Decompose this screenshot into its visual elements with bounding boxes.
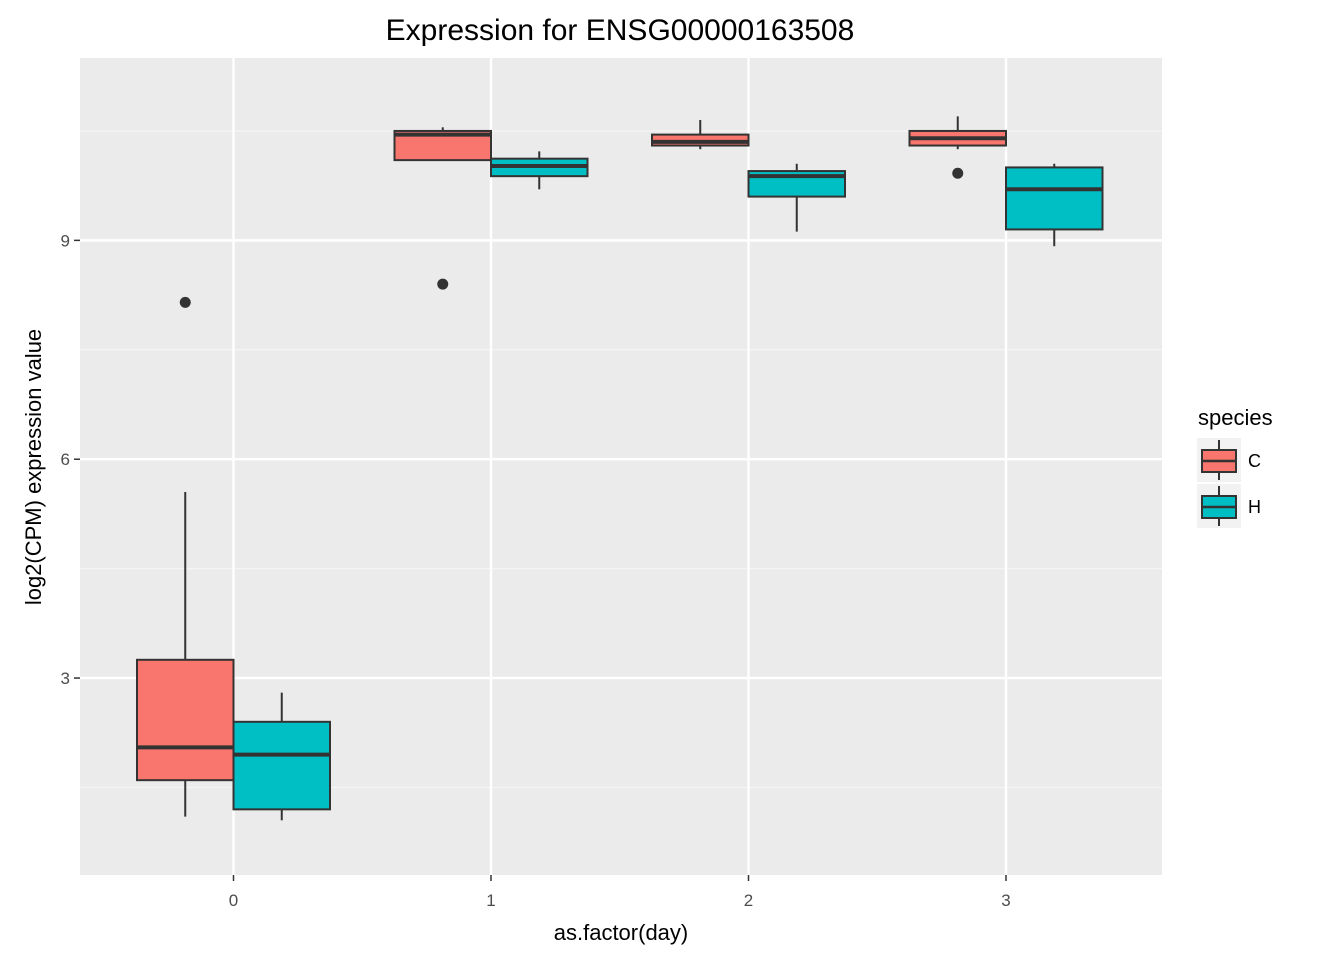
axis-layer: 3 6 9 0 1 2 3 — [61, 231, 1011, 910]
box-H-day-0 — [232, 692, 331, 821]
box-body — [136, 658, 235, 782]
box-body — [1005, 166, 1104, 231]
chart-title: Expression for ENSG00000163508 — [386, 14, 855, 47]
legend-title: species — [1198, 405, 1273, 430]
legend-label: C — [1248, 451, 1261, 471]
x-tick-label: 2 — [744, 891, 753, 910]
x-tick-label: 3 — [1001, 891, 1010, 910]
legend-item-C: C — [1197, 438, 1261, 482]
y-axis-title: log2(CPM) expression value — [21, 329, 46, 605]
legend: species C H — [1197, 405, 1273, 528]
legend-label: H — [1248, 497, 1261, 517]
box-layer — [136, 116, 1104, 821]
y-tick-label: 9 — [61, 231, 70, 250]
x-axis-title: as.factor(day) — [554, 920, 689, 945]
legend-item-H: H — [1197, 484, 1261, 528]
y-tick-label: 6 — [61, 450, 70, 469]
outlier-point — [437, 278, 449, 290]
box-C-day-3 — [908, 116, 1007, 179]
outlier-point — [952, 167, 964, 179]
box-C-day-0 — [136, 296, 235, 817]
box-body — [232, 720, 331, 811]
box-H-day-1 — [490, 151, 589, 190]
box-H-day-2 — [747, 163, 846, 232]
y-tick-label: 3 — [61, 669, 70, 688]
outlier-point — [179, 296, 191, 308]
box-C-day-2 — [651, 120, 750, 150]
grid-layer — [80, 58, 1162, 875]
x-tick-label: 1 — [486, 891, 495, 910]
x-tick-label: 0 — [229, 891, 238, 910]
box-C-day-1 — [393, 127, 492, 290]
box-H-day-3 — [1005, 163, 1104, 247]
